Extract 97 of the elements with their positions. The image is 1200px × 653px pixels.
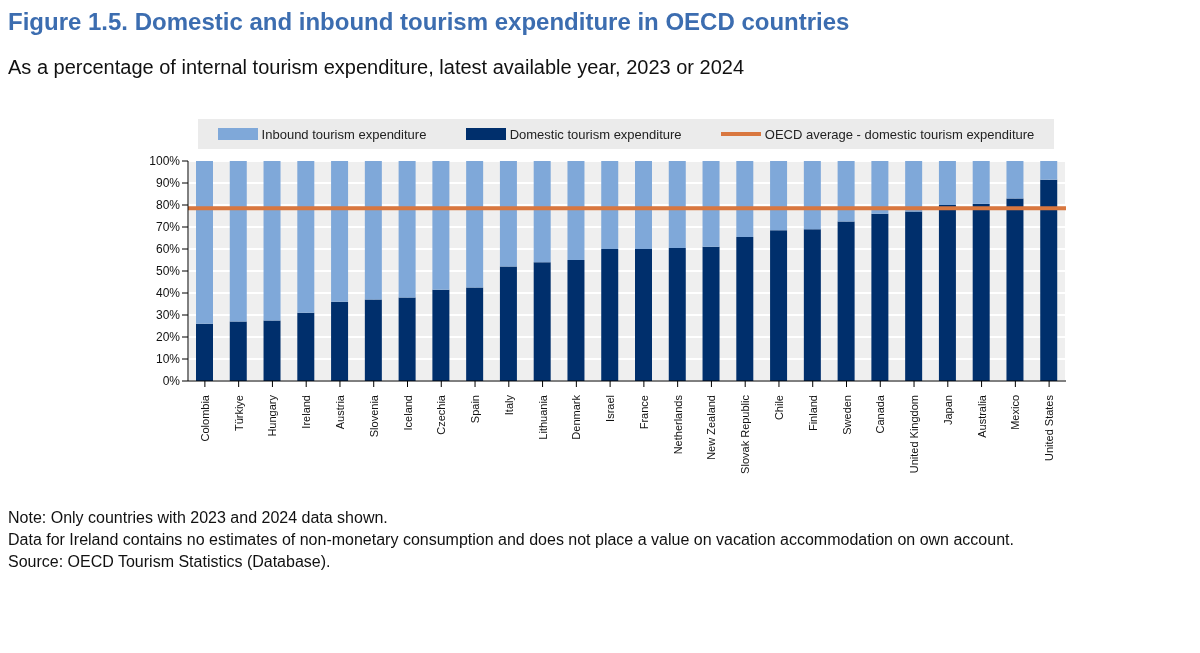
bar	[533, 262, 551, 381]
bar	[229, 161, 247, 322]
bar	[905, 211, 923, 381]
y-tick-label: 10%	[155, 352, 181, 367]
x-tick-label: Slovenia	[367, 394, 380, 438]
bar	[871, 213, 889, 381]
bar	[466, 287, 484, 381]
x-tick-label: Austria	[333, 394, 346, 430]
text: Note: Only countries with 2023 and 2024 data shown.	[8, 508, 389, 528]
bar	[803, 229, 821, 381]
bar	[331, 301, 349, 381]
x-tick-label: Finland	[806, 395, 819, 432]
bar	[972, 161, 990, 204]
x-tick-label: Türkiye	[232, 395, 245, 432]
y-tick-label: 80%	[155, 198, 181, 213]
x-tick-label: Netherlands	[671, 394, 684, 455]
bar	[668, 161, 686, 248]
bar	[635, 249, 652, 381]
bar	[331, 161, 349, 302]
bar	[196, 323, 213, 381]
x-tick-label: New Zealand	[705, 395, 718, 460]
bar	[601, 161, 619, 249]
bar	[533, 161, 551, 263]
bar	[263, 320, 281, 381]
bar	[905, 161, 923, 212]
y-tick-label: 90%	[155, 176, 181, 191]
x-tick-label: Ireland	[300, 395, 313, 429]
x-tick-label: Israel	[604, 395, 617, 422]
legend-label: Domestic tourism expenditure	[509, 126, 682, 142]
chart-subtitle: As a percentage of internal tourism expenditure, latest available year, 2023 or 2024	[8, 56, 745, 79]
x-tick-label: Denmark	[570, 394, 583, 440]
bar	[972, 203, 990, 381]
x-tick-label: United States	[1043, 394, 1056, 462]
y-tick-label: 30%	[155, 308, 181, 323]
x-tick-label: Chile	[772, 395, 785, 421]
x-tick-label: Slovak Republic	[739, 394, 752, 474]
y-tick-label: 50%	[155, 264, 181, 279]
bar	[364, 299, 382, 381]
y-tick-label: 60%	[155, 242, 181, 257]
bar	[364, 161, 382, 300]
bar	[1006, 161, 1024, 199]
bar	[938, 205, 956, 381]
source-note: Source: OECD Tourism Statistics (Database).	[8, 552, 332, 572]
x-tick-label: United Kingdom	[908, 395, 921, 474]
bar	[837, 221, 855, 381]
bar	[736, 161, 754, 237]
y-tick-label: 0%	[162, 374, 181, 389]
bar	[229, 321, 247, 381]
bar	[432, 161, 450, 290]
x-tick-label: Lithuania	[536, 394, 549, 440]
y-tick-label: 40%	[155, 286, 181, 301]
chart-title: Figure 1.5. Domestic and inbound tourism expenditure in OECD countries	[8, 8, 851, 36]
x-tick-label: Colombia	[198, 394, 211, 442]
bar	[297, 312, 315, 381]
x-tick-label: Mexico	[1009, 395, 1022, 430]
x-tick-label: France	[637, 395, 650, 430]
bar	[938, 161, 956, 205]
legend-label: OECD average - domestic tourism expenditure	[764, 126, 1035, 142]
x-tick-label: Sweden	[840, 395, 853, 435]
bar	[635, 161, 652, 249]
x-tick-label: Japan	[941, 395, 954, 425]
bar	[702, 161, 720, 247]
bar	[770, 230, 788, 381]
bar	[567, 260, 585, 381]
bar	[803, 161, 821, 230]
x-tick-label: Canada	[874, 394, 887, 434]
bar	[196, 161, 213, 324]
x-tick-label: Australia	[975, 394, 988, 438]
bar	[499, 161, 517, 267]
x-tick-label: Hungary	[266, 394, 279, 437]
bar	[601, 249, 619, 381]
bar	[398, 161, 416, 298]
bar	[736, 236, 754, 381]
bar	[432, 289, 450, 381]
bar	[1040, 161, 1058, 180]
bar	[702, 246, 720, 381]
x-tick-label: Iceland	[401, 395, 414, 431]
bar	[499, 266, 517, 381]
bar	[1006, 198, 1024, 381]
legend-label: Inbound tourism expenditure	[261, 126, 427, 142]
bar	[1040, 179, 1058, 381]
bar	[466, 161, 484, 288]
y-tick-label: 20%	[155, 330, 181, 345]
bar	[770, 161, 788, 231]
bar	[871, 161, 889, 214]
bar	[297, 161, 315, 313]
bar	[668, 247, 686, 381]
x-tick-label: Spain	[469, 395, 482, 424]
bar	[837, 161, 855, 222]
bar	[567, 161, 585, 260]
x-tick-label: Czechia	[435, 394, 448, 435]
y-tick-label: 70%	[155, 220, 181, 235]
text: Data for Ireland contains no estimates of non-monetary consumption and does not place a value on vacation accommodation on own account.	[8, 530, 1015, 550]
x-tick-label: Italy	[502, 394, 515, 416]
bar	[398, 297, 416, 381]
y-tick-label: 100%	[149, 154, 181, 169]
bar	[263, 161, 281, 321]
